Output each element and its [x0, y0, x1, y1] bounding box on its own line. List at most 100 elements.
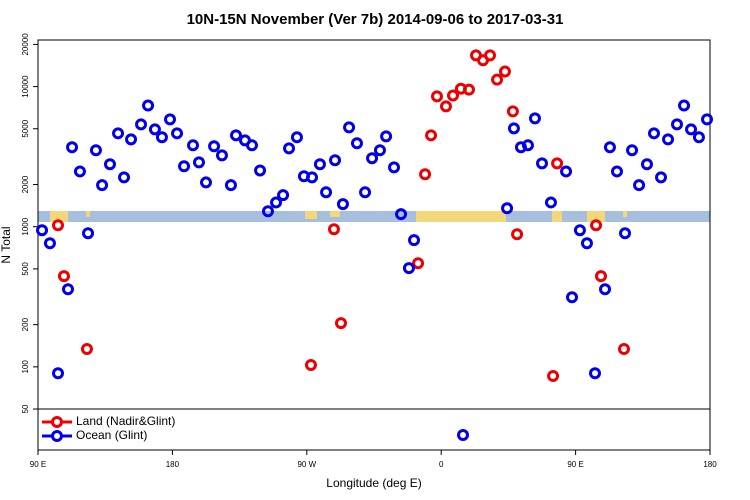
- data-point: [366, 152, 379, 165]
- data-point: [408, 234, 421, 247]
- data-point: [439, 100, 452, 113]
- data-point: [224, 179, 237, 192]
- data-point: [171, 127, 184, 140]
- x-tick-label: 90 E: [30, 460, 46, 469]
- data-point: [528, 112, 541, 125]
- chart-title: 10N-15N November (Ver 7b) 2014-09-06 to …: [187, 11, 564, 28]
- data-point: [320, 186, 333, 199]
- data-point: [506, 105, 519, 118]
- data-point: [43, 237, 56, 250]
- data-point: [112, 127, 125, 140]
- x-tick-label: 180: [703, 460, 717, 469]
- data-point: [80, 343, 93, 356]
- data-point: [277, 189, 290, 202]
- data-point: [103, 158, 116, 171]
- data-point: [511, 228, 524, 241]
- data-point: [164, 113, 177, 126]
- data-point: [155, 131, 168, 144]
- data-point: [431, 90, 444, 103]
- data-point: [701, 113, 714, 126]
- data-point: [619, 227, 632, 240]
- y-tick-label: 50: [21, 404, 30, 413]
- data-point: [626, 144, 639, 157]
- data-point: [395, 208, 408, 221]
- data-point: [336, 198, 349, 211]
- data-point: [187, 139, 200, 152]
- data-point: [462, 83, 475, 96]
- data-point: [283, 142, 296, 155]
- data-point: [617, 343, 630, 356]
- data-point: [313, 158, 326, 171]
- data-point: [521, 139, 534, 152]
- data-point: [685, 123, 698, 136]
- y-tick-label: 5000: [21, 119, 30, 137]
- legend-marker: [51, 416, 63, 428]
- data-point: [446, 89, 459, 102]
- data-point: [599, 283, 612, 296]
- data-point: [547, 370, 560, 383]
- data-point: [142, 99, 155, 112]
- data-point: [261, 205, 274, 218]
- y-tick-label: 100: [21, 360, 30, 374]
- data-point: [36, 224, 49, 237]
- data-point: [670, 118, 683, 131]
- data-point: [254, 164, 267, 177]
- data-point: [573, 224, 586, 237]
- data-point: [484, 49, 497, 62]
- plot-frame: [37, 39, 711, 451]
- data-point: [118, 171, 131, 184]
- data-point: [73, 165, 86, 178]
- x-tick-label: 90 E: [567, 460, 583, 469]
- x-tick-label: 180: [166, 460, 180, 469]
- y-tick-label: 10000: [21, 75, 30, 98]
- data-point: [507, 122, 520, 135]
- x-axis-label: Longitude (deg E): [326, 476, 421, 490]
- data-point: [501, 202, 514, 215]
- data-point: [640, 158, 653, 171]
- data-point: [566, 291, 579, 304]
- data-point: [425, 129, 438, 142]
- data-point: [306, 171, 319, 184]
- data-point: [580, 237, 593, 250]
- data-point: [343, 121, 356, 134]
- data-point: [536, 157, 548, 170]
- data-point: [402, 262, 415, 275]
- data-point: [270, 196, 283, 209]
- data-point: [148, 123, 161, 136]
- data-point: [82, 227, 95, 240]
- data-point: [633, 179, 646, 192]
- y-axis-label: N Total: [0, 226, 13, 263]
- data-point: [590, 219, 603, 232]
- data-point: [327, 223, 340, 236]
- data-point: [304, 359, 317, 372]
- data-point: [52, 367, 65, 380]
- data-point: [329, 154, 342, 167]
- legend-marker: [51, 430, 63, 442]
- data-point: [215, 149, 228, 162]
- data-point: [350, 137, 363, 150]
- data-point: [603, 141, 616, 154]
- data-point: [135, 118, 148, 131]
- data-point: [419, 168, 432, 181]
- data-point: [66, 141, 79, 154]
- data-point: [498, 65, 511, 78]
- map-band: [38, 211, 710, 222]
- legend-label: Land (Nadir&Glint): [76, 414, 175, 428]
- y-tick-label: 2000: [21, 175, 30, 193]
- legend-label: Ocean (Glint): [76, 428, 147, 442]
- data-point: [192, 156, 205, 169]
- data-point: [412, 257, 425, 270]
- data-point: [334, 317, 347, 330]
- data-point: [491, 73, 504, 86]
- data-point: [290, 131, 303, 144]
- data-point: [662, 133, 675, 146]
- data-point: [560, 165, 573, 178]
- data-point: [373, 144, 386, 157]
- data-point: [245, 139, 258, 152]
- y-tick-label: 500: [21, 262, 30, 276]
- data-point: [208, 140, 221, 153]
- data-point: [52, 219, 65, 232]
- data-point: [96, 179, 109, 192]
- data-point: [544, 196, 557, 209]
